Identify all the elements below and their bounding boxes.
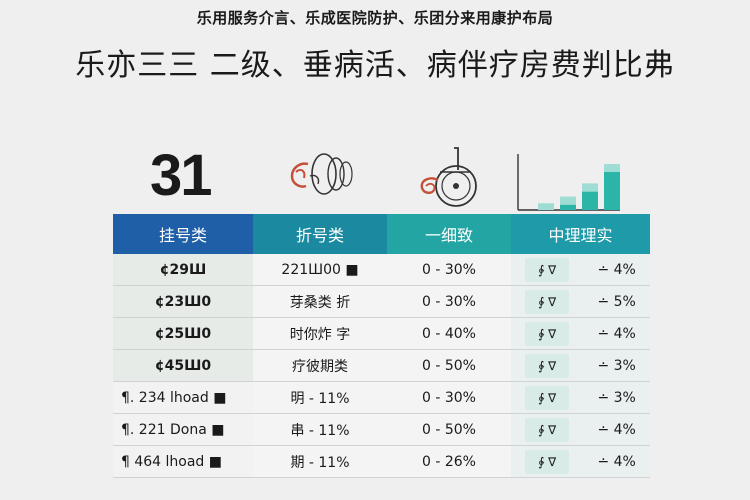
table-row: ¶ 464 lhoad ■ 期 - 11% 0 - 26% ∲ ∇ ∸ 4%: [113, 445, 650, 478]
status-badge: ∲ ∇: [525, 449, 570, 474]
page-subtitle: 乐用服务介言、乐成医院防护、乐团分来用康护布局: [196, 9, 554, 27]
table-row: ¶. 221 Dona ■ 串 - 11% 0 - 50% ∲ ∇ ∸ 4%: [113, 413, 650, 446]
table-cell-value: ∸ 4%: [597, 453, 636, 470]
chart-icon-bar-cap: [582, 183, 598, 192]
table-row: ¶. 234 lhoad ■ 明 - 11% 0 - 30% ∲ ∇ ∸ 3%: [113, 381, 650, 414]
bar-chart-icon: [517, 154, 620, 211]
table-cell: 221Ш00 ■: [253, 254, 387, 286]
table-cell: 0 - 30%: [387, 381, 511, 414]
table-cell: ∲ ∇ ∸ 4%: [511, 445, 650, 478]
table-cell-value: ∸ 5%: [597, 293, 636, 310]
table-cell: ¶. 234 lhoad ■: [113, 381, 253, 414]
table-cell: 0 - 30%: [387, 285, 511, 318]
table-cell: 0 - 26%: [387, 445, 511, 478]
chart-icon-bar-cap: [560, 196, 576, 205]
table-cell: ∲ ∇ ∸ 3%: [511, 381, 650, 414]
table-cell: ¶. 221 Dona ■: [113, 413, 253, 446]
page-title: 乐亦三三 二级、垂病活、病伴疗房费判比弗: [75, 48, 675, 83]
chart-icon-bar-cap: [604, 164, 620, 172]
table-row: ¢45Ш0 疗彼期类 0 - 50% ∲ ∇ ∸ 3%: [113, 349, 650, 382]
table-header: 挂号类: [113, 214, 253, 254]
table-cell: 期 - 11%: [253, 445, 387, 478]
table-row: ¢25Ш0 时你炸 字 0 - 40% ∲ ∇ ∸ 4%: [113, 317, 650, 350]
table-cell-value: ∸ 3%: [597, 389, 636, 406]
table-cell: ¢45Ш0: [113, 349, 253, 382]
table-cell: 串 - 11%: [253, 413, 387, 446]
table-cell: 0 - 30%: [387, 254, 511, 286]
table-cell: 时你炸 字: [253, 317, 387, 350]
table-cell: ∲ ∇ ∸ 4%: [511, 317, 650, 350]
table-cell: 0 - 50%: [387, 413, 511, 446]
table-cell: 明 - 11%: [253, 381, 387, 414]
table-cell: ∲ ∇ ∸ 4%: [511, 254, 650, 286]
table-cell: ¢23Ш0: [113, 285, 253, 318]
status-badge: ∲ ∇: [525, 289, 570, 314]
big-number: 31: [150, 143, 212, 208]
table-cell: 芽桑类 折: [253, 285, 387, 318]
table-cell: 0 - 50%: [387, 349, 511, 382]
table-header: 折号类: [253, 214, 387, 254]
wheelchair-icon: [420, 147, 477, 207]
table-cell-value: ∸ 3%: [597, 357, 636, 374]
table-cell: ∲ ∇ ∸ 3%: [511, 349, 650, 382]
table-header: 一细致: [387, 214, 511, 254]
table-row: ¢23Ш0 芽桑类 折 0 - 30% ∲ ∇ ∸ 5%: [113, 285, 650, 318]
table-cell: ∲ ∇ ∸ 4%: [511, 413, 650, 446]
table-cell-value: ∸ 4%: [597, 261, 636, 278]
table-cell-value: ∸ 4%: [597, 325, 636, 342]
table-header: 中理理实: [511, 214, 650, 254]
table-row: ¢29Ш 221Ш00 ■ 0 - 30% ∲ ∇ ∸ 4%: [113, 254, 650, 286]
ear-icon: [290, 153, 353, 195]
status-badge: ∲ ∇: [525, 353, 570, 378]
status-badge: ∲ ∇: [525, 385, 570, 410]
status-badge: ∲ ∇: [525, 321, 570, 346]
chart-icon-bar: [604, 164, 620, 210]
table-cell: 0 - 40%: [387, 317, 511, 350]
table-header-row: 挂号类 折号类 一细致 中理理实: [113, 214, 650, 254]
status-badge: ∲ ∇: [525, 417, 570, 442]
table-cell: 疗彼期类: [253, 349, 387, 382]
table-cell: ¢25Ш0: [113, 317, 253, 350]
cost-table: 挂号类 折号类 一细致 中理理实 ¢29Ш 221Ш00 ■ 0 - 30% ∲…: [113, 214, 650, 478]
table-cell: ¢29Ш: [113, 254, 253, 286]
chart-icon-bar-cap: [538, 203, 554, 210]
status-badge: ∲ ∇: [525, 257, 570, 282]
table-cell: ¶ 464 lhoad ■: [113, 445, 253, 478]
table-cell: ∲ ∇ ∸ 5%: [511, 285, 650, 318]
table-cell-value: ∸ 4%: [597, 421, 636, 438]
